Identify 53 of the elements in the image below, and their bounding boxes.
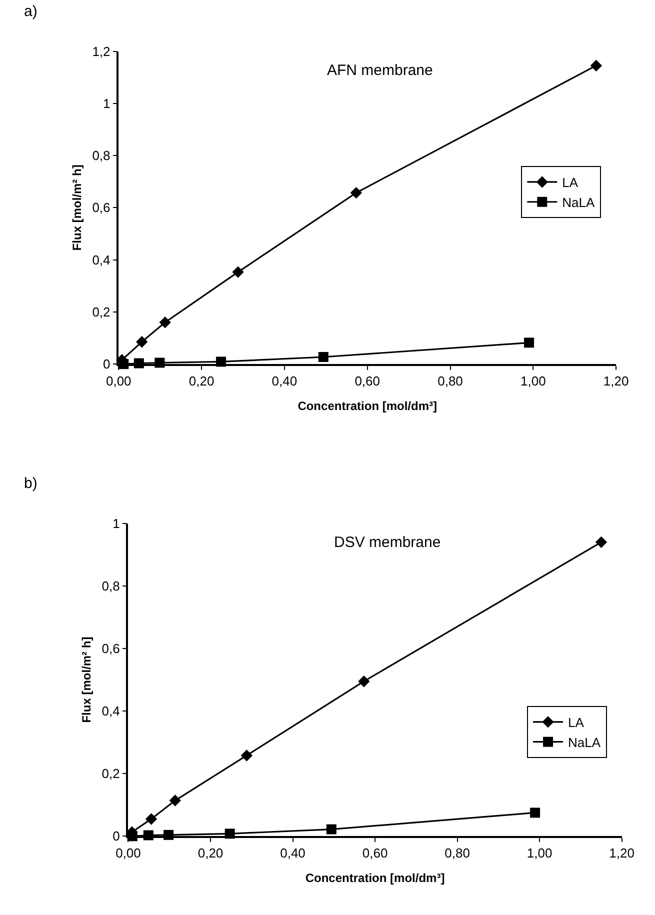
point	[240, 750, 253, 762]
y-tick-label: 1	[112, 516, 120, 531]
point	[159, 316, 171, 328]
point	[590, 60, 602, 72]
x-tick-label: 1,20	[609, 846, 634, 861]
point	[530, 808, 540, 818]
legend-label: NaLA	[562, 194, 595, 210]
point	[326, 824, 336, 834]
x-tick-label: 0,40	[280, 846, 306, 861]
point	[595, 536, 608, 548]
x-tick-label: 0,80	[438, 373, 463, 388]
x-tick-label: 0,00	[116, 846, 141, 861]
x-tick-label: 0,60	[362, 846, 388, 861]
text: a)	[24, 3, 38, 20]
y-tick-label: 0,6	[92, 200, 110, 216]
x-tick-label: 1,00	[520, 373, 546, 388]
point	[350, 186, 362, 199]
x-tick-label: 1,00	[526, 846, 552, 861]
y-tick-label: 0,8	[92, 148, 110, 164]
x-tick-label: 0,80	[444, 846, 470, 861]
x-tick-label: 0,20	[188, 373, 214, 388]
y-tick-label: 0	[112, 828, 120, 844]
y-tick-label: 0,8	[102, 578, 120, 594]
x-tick-label: 0,00	[106, 373, 132, 388]
y-tick-label: 0,4	[102, 704, 120, 719]
x-tick-label: 1,20	[603, 373, 629, 388]
point	[318, 352, 328, 362]
y-tick-label: 0,2	[102, 766, 120, 782]
point	[524, 338, 534, 348]
y-tick-label: 1	[103, 96, 110, 111]
point	[145, 813, 158, 825]
text: DSV membrane	[334, 534, 441, 551]
legend-label: NaLA	[568, 734, 601, 750]
y-tick-label: 1,2	[92, 44, 110, 59]
point	[358, 676, 370, 688]
text: AFN membrane	[327, 62, 433, 79]
text: b)	[24, 475, 38, 492]
point	[169, 794, 181, 806]
x-tick-label: 0,60	[354, 373, 380, 388]
y-tick-label: 0,4	[92, 252, 110, 268]
x-tick-label: 0,40	[272, 373, 298, 388]
y-tick-label: 0,6	[102, 641, 120, 656]
x-tick-label: 0,20	[198, 846, 224, 861]
point	[232, 266, 244, 278]
legend-label: LA	[562, 175, 578, 190]
y-tick-label: 0	[103, 356, 110, 372]
legend-label: LA	[568, 715, 584, 730]
x-axis-title: Concentration [mol/dm³]	[305, 870, 445, 885]
y-axis-title: Flux [mol/m² h]	[70, 164, 84, 251]
point	[136, 336, 148, 348]
y-tick-label: 0,2	[92, 304, 110, 320]
x-axis-title: Concentration [mol/dm³]	[298, 398, 438, 413]
y-axis-title: Flux [mol/m² h]	[80, 636, 94, 723]
